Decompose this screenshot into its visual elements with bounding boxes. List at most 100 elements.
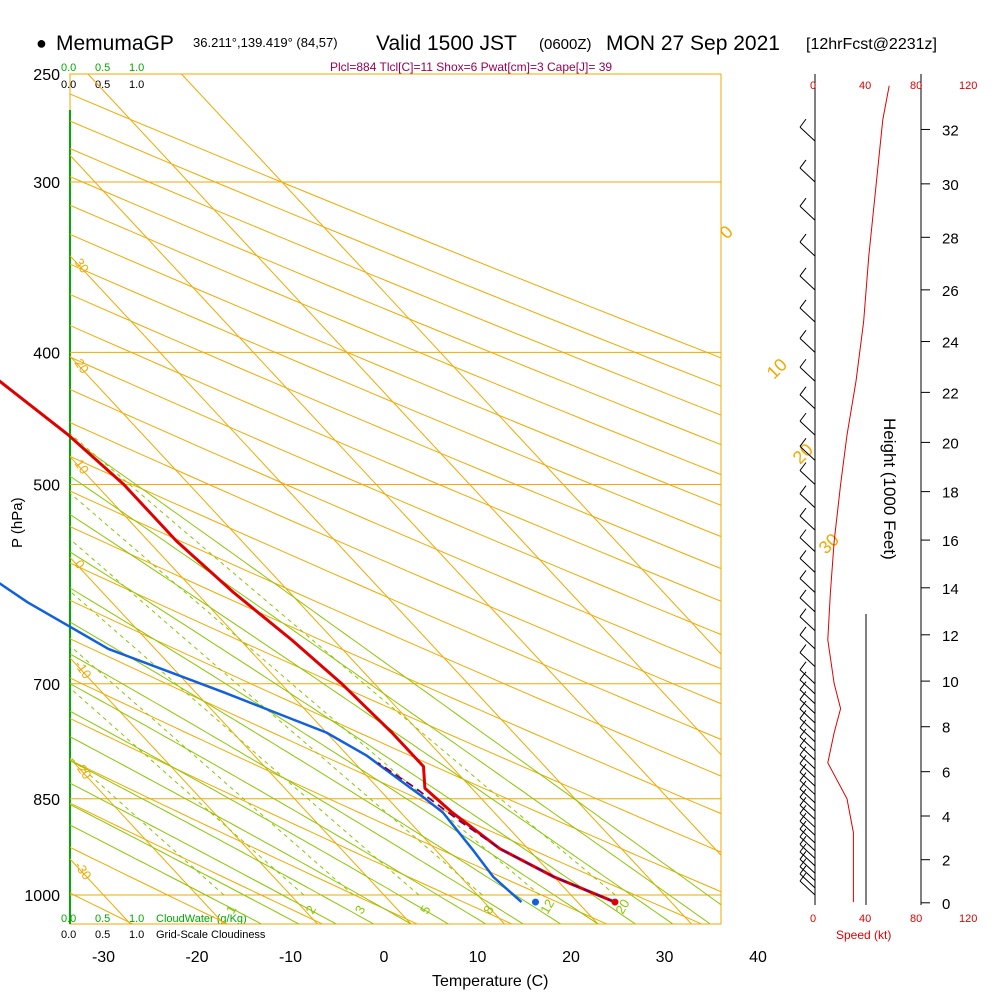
height-tick-label: 22 (942, 385, 959, 402)
wind-barb (799, 858, 816, 874)
mixing-ratio-label: 12 (537, 896, 557, 916)
temperature-tick-label: 10 (469, 949, 487, 966)
wind-barb (799, 445, 816, 461)
wind-speed-profile (827, 85, 890, 903)
speed-scale-top-0: 0 (810, 80, 816, 92)
cloudwater-scale-bottom-0: 0.0 (61, 913, 76, 925)
header-bullet: ● (36, 33, 47, 53)
speed-scale-top-3: 120 (959, 80, 977, 92)
wind-barb-flag (799, 772, 807, 781)
wind-barb (799, 754, 816, 770)
moist-adiabat-line (70, 475, 711, 924)
isotherm-line (70, 154, 721, 856)
wind-barb-flag (799, 197, 807, 207)
dry-adiabat-line (70, 892, 133, 924)
stability-indices: Plcl=884 Tlcl[C]=11 Shox=6 Pwat[cm]=3 Ca… (330, 60, 612, 74)
pressure-tick-label: 1000 (24, 888, 60, 905)
temperature-tick-label: 20 (562, 949, 580, 966)
height-tick-label: 16 (942, 533, 959, 550)
isotherm-label: -10 (72, 657, 95, 681)
dry-adiabat-line (70, 638, 702, 924)
dry-adiabat-line (70, 562, 721, 853)
wind-barb-flag (799, 661, 807, 671)
wind-barb-flag (799, 570, 807, 579)
wind-barb (799, 493, 816, 509)
valid-date: MON 27 Sep 2021 (606, 32, 780, 55)
wind-barb (799, 652, 816, 667)
dry-adiabat-line (0, 50, 38, 924)
wind-barb (799, 820, 816, 836)
height-tick-label: 8 (942, 720, 950, 737)
wind-barb-flag (799, 746, 807, 756)
temperature-tick-label: 30 (656, 949, 674, 966)
height-tick-label: 26 (942, 283, 959, 300)
wind-barb (799, 679, 816, 695)
wind-barb-flag (799, 719, 807, 729)
speed-scale-top-1: 40 (859, 80, 871, 92)
dry-adiabat-line (70, 422, 721, 705)
station-name: MemumaGP (56, 32, 174, 55)
height-tick-label: 28 (942, 230, 959, 247)
dry-adiabat-line (70, 455, 721, 740)
wind-barb-flag (799, 828, 807, 838)
wind-barb (799, 578, 816, 593)
wind-barb-flag (799, 438, 807, 447)
wind-barb (799, 616, 816, 632)
moist-adiabat-line (70, 621, 561, 924)
y-axis-title: P (hPa) (9, 497, 26, 548)
cloudiness-scale-top-1: 0.5 (95, 79, 110, 91)
moist-adiabat-line (70, 736, 412, 924)
wind-barb-flag (799, 507, 807, 517)
cloudiness-scale-bottom-2: 1.0 (129, 929, 144, 941)
wind-barb (799, 727, 816, 743)
wind-barb (799, 470, 816, 485)
mixing-ratio-line (70, 538, 483, 896)
cloudwater-scale-top-2: 1.0 (129, 62, 144, 74)
speed-scale-bottom-1: 40 (859, 913, 871, 925)
wind-barb (799, 880, 816, 896)
wind-barb-flag (799, 233, 807, 243)
speed-scale-top-2: 80 (910, 80, 922, 92)
isotherm-line (70, 657, 318, 924)
isotherm-line (181, 74, 721, 655)
temperature-tick-label: -20 (185, 949, 208, 966)
wind-barb (799, 866, 816, 881)
height-tick-label: 14 (942, 581, 959, 598)
mixing-ratio-label: 2 (302, 903, 319, 917)
wind-barb (799, 718, 816, 733)
speed-scale-bottom-2: 80 (910, 913, 922, 925)
temperature-profile (0, 379, 616, 904)
wind-barb (799, 515, 816, 531)
wind-barb-flag (799, 691, 807, 700)
dry-adiabat-line (70, 204, 721, 476)
wind-barb-flag (799, 267, 807, 277)
wind-barb (799, 796, 816, 812)
theta-label: 30 (815, 530, 843, 558)
theta-label: 20 (789, 440, 817, 468)
moist-adiabat-line (70, 437, 721, 906)
dry-adiabat-line (70, 356, 721, 636)
moist-adiabat-line (70, 653, 524, 924)
moist-adiabat-line (70, 710, 449, 924)
temperature-tick-label: -10 (279, 949, 302, 966)
pressure-tick-label: 300 (33, 175, 60, 192)
wind-barb (799, 708, 816, 724)
moist-adiabat-line (70, 587, 599, 924)
moist-adiabat-line (70, 782, 337, 924)
wind-barb-flag (799, 836, 807, 845)
cloudiness-scale-bottom-1: 0.5 (95, 929, 110, 941)
wind-barb-flag (799, 626, 807, 636)
cloudwater-scale-bottom-1: 0.5 (95, 913, 110, 925)
height-tick-label: 20 (942, 435, 959, 452)
wind-barb (799, 804, 816, 820)
pressure-tick-label: 250 (33, 67, 60, 84)
moist-adiabat-line (70, 759, 374, 924)
wind-barb (799, 780, 816, 795)
wind-barb (799, 771, 816, 787)
dry-adiabat-line (70, 759, 418, 924)
dry-adiabat-line (70, 263, 721, 538)
dry-adiabat-line (70, 677, 607, 924)
wind-barb-flag (799, 330, 807, 339)
temperature-tick-label: 0 (380, 949, 389, 966)
utc-time: (0600Z) (539, 36, 592, 53)
